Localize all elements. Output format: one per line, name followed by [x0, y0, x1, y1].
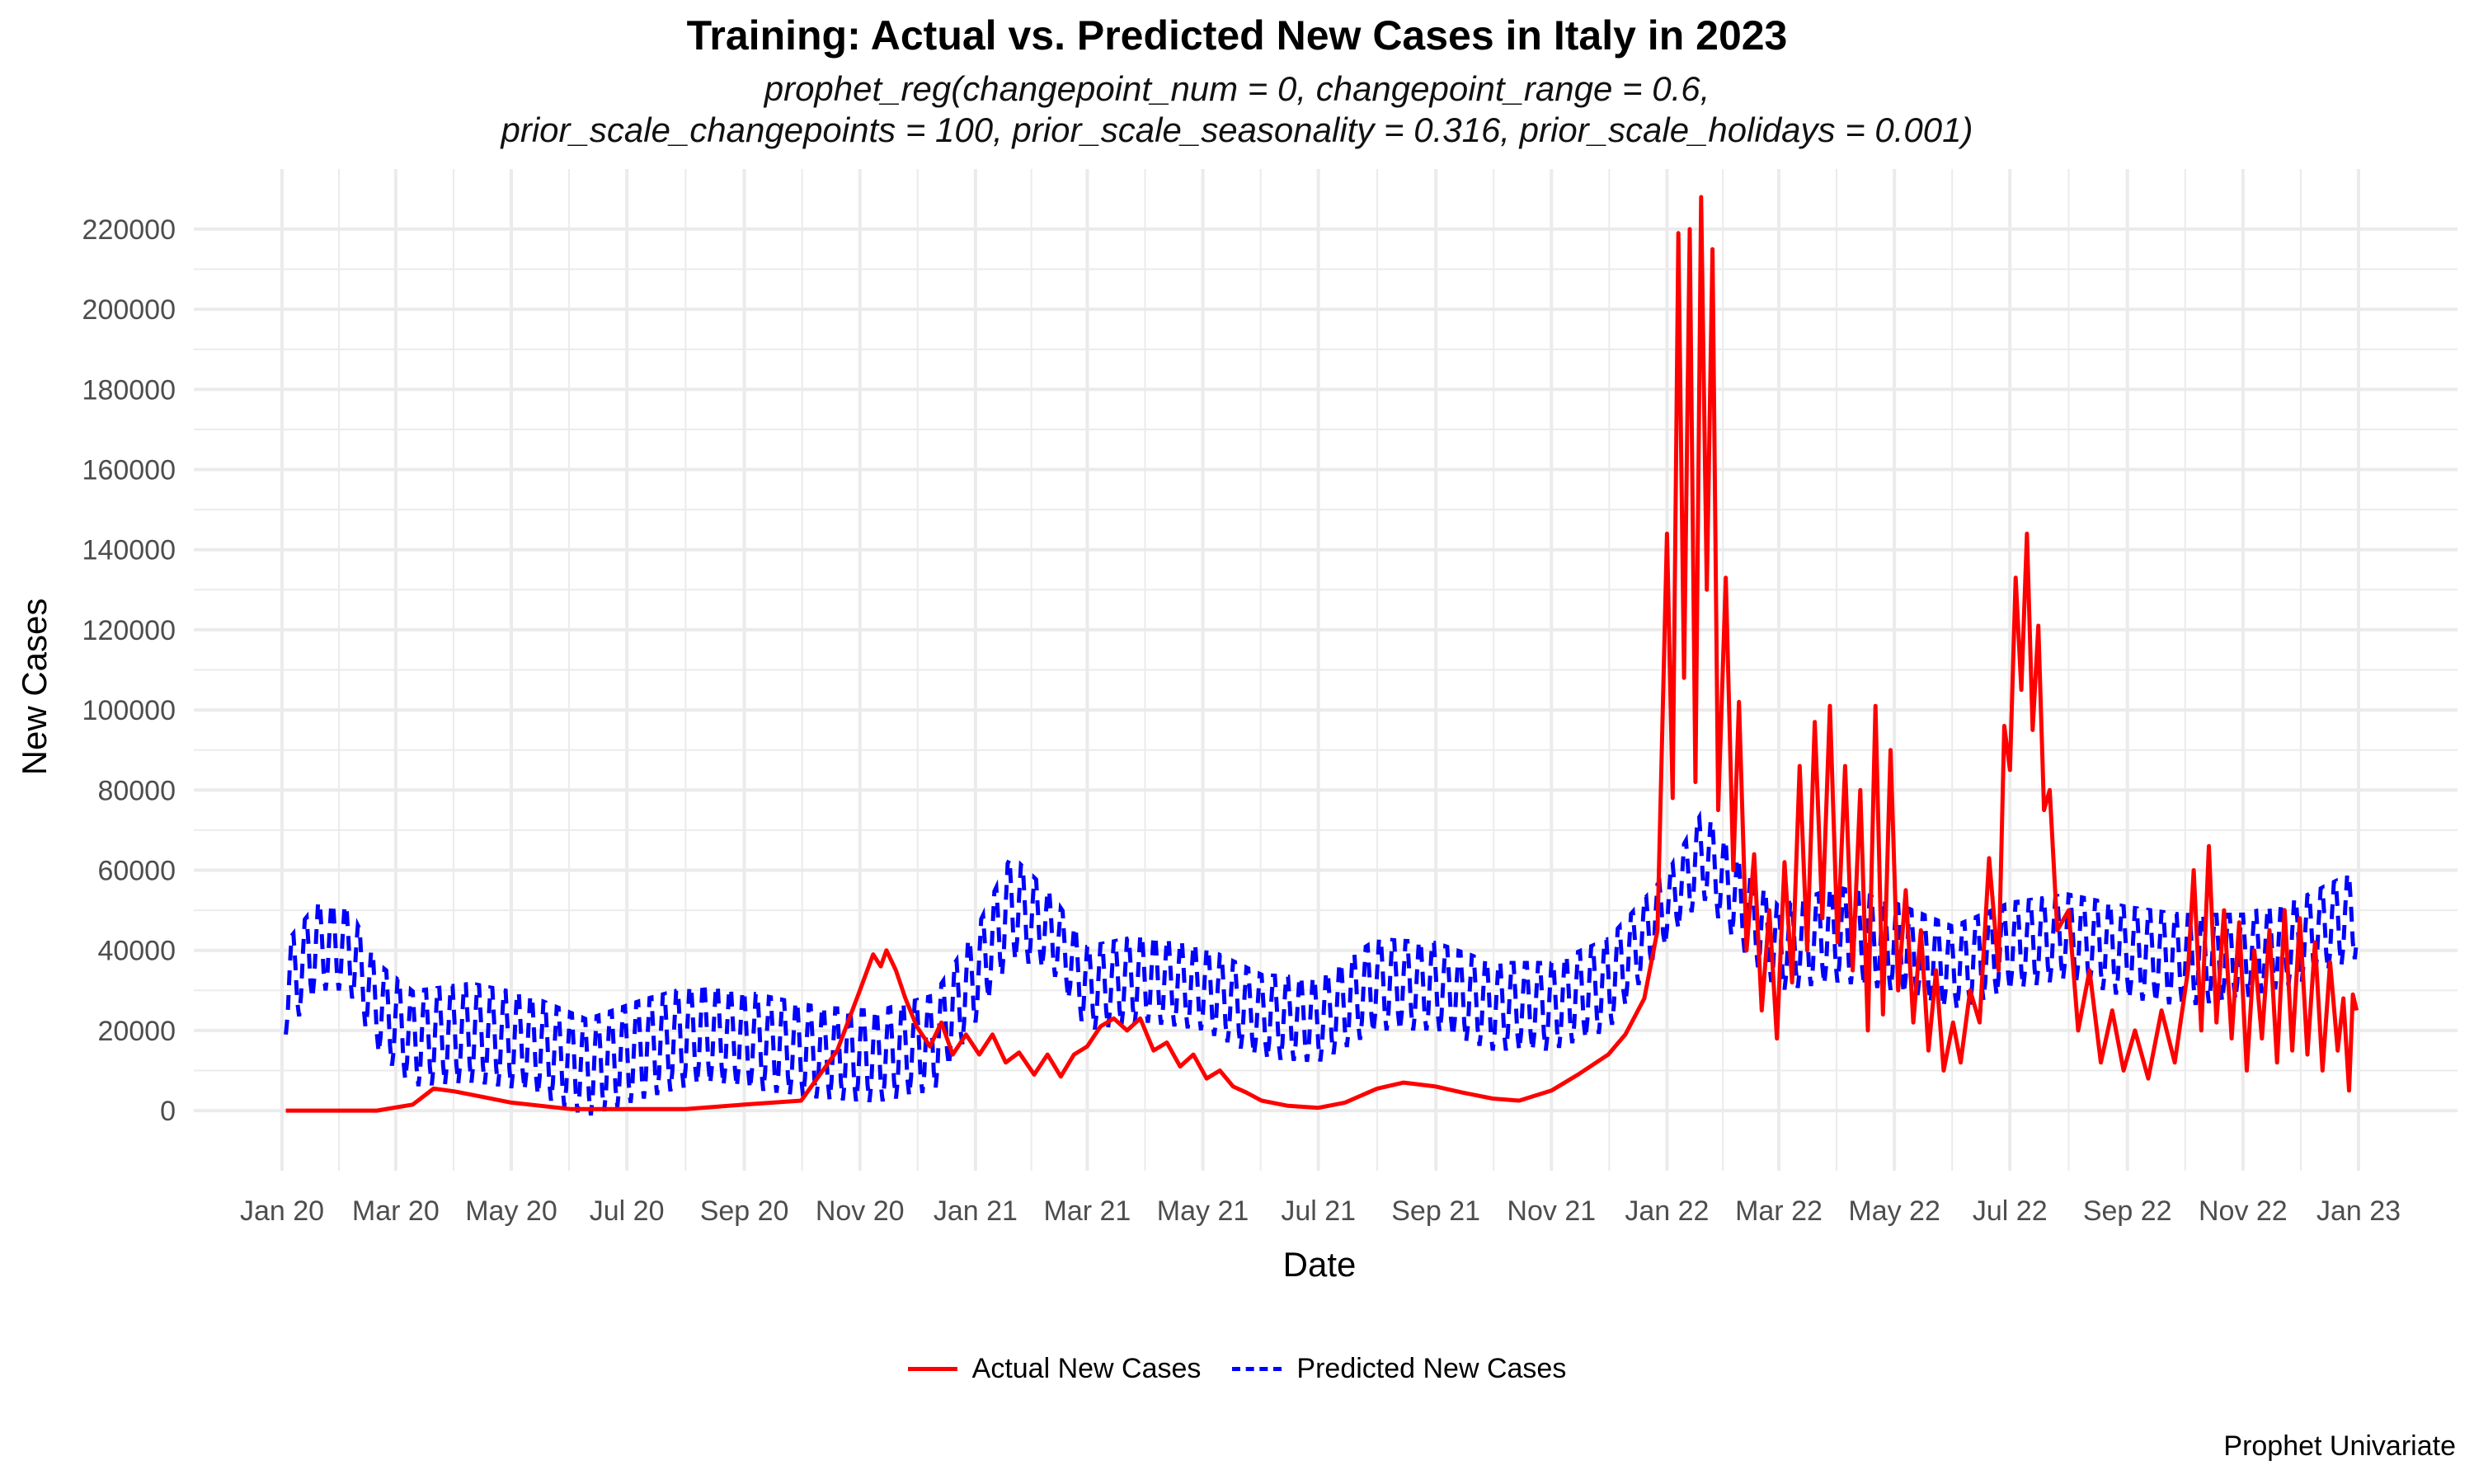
legend-key-predicted — [1232, 1352, 1282, 1385]
legend-item-actual: Actual New Cases — [907, 1352, 1202, 1385]
x-tick-label: May 20 — [465, 1195, 557, 1227]
legend-label-actual: Actual New Cases — [971, 1352, 1202, 1384]
y-tick-label: 0 — [160, 1096, 176, 1127]
legend-label-predicted: Predicted New Cases — [1296, 1352, 1567, 1384]
x-tick-label: Nov 22 — [2199, 1195, 2288, 1227]
x-tick-label: Mar 21 — [1044, 1195, 1131, 1227]
x-tick-label: May 22 — [1848, 1195, 1940, 1227]
x-tick-label: Mar 22 — [1735, 1195, 1823, 1227]
x-tick-label: Jan 23 — [2316, 1195, 2401, 1227]
y-tick-label: 160000 — [82, 455, 176, 486]
chart-subtitle-line-2: prior_scale_changepoints = 100, prior_sc… — [501, 110, 1973, 149]
y-tick-label: 140000 — [82, 535, 176, 566]
y-tick-label: 80000 — [97, 775, 176, 806]
x-axis-tick-labels: Jan 20 Mar 20 May 20 Jul 20 Sep 20 Nov 20 Jan … — [240, 1195, 2401, 1227]
x-tick-label: Mar 20 — [352, 1195, 440, 1227]
x-tick-label: Jan 21 — [934, 1195, 1018, 1227]
chart-caption: Prophet Univariate — [2223, 1430, 2456, 1462]
chart-title: Training: Actual vs. Predicted New Cases… — [686, 12, 1788, 59]
x-tick-label: Jul 20 — [590, 1195, 665, 1227]
x-tick-label: Nov 21 — [1507, 1195, 1596, 1227]
x-tick-label: Jul 22 — [1973, 1195, 2048, 1227]
grid-lines — [194, 169, 2458, 1171]
x-tick-label: May 21 — [1157, 1195, 1249, 1227]
x-tick-label: Sep 20 — [700, 1195, 789, 1227]
y-axis-tick-labels: 0 20000 40000 60000 80000 100000 120000 140000 1… — [82, 214, 176, 1127]
chart-legend: Actual New Cases Predicted New Cases — [0, 1352, 2474, 1385]
series-lines — [284, 195, 2359, 1116]
x-tick-label: Jan 22 — [1625, 1195, 1709, 1227]
y-tick-label: 120000 — [82, 615, 176, 646]
series-line-predicted — [284, 810, 2359, 1116]
y-tick-label: 100000 — [82, 695, 176, 726]
x-tick-label: Nov 20 — [816, 1195, 905, 1227]
series-line-actual — [285, 195, 2359, 1113]
y-tick-label: 20000 — [97, 1016, 176, 1047]
y-tick-label: 220000 — [82, 214, 176, 246]
x-tick-label: Jan 20 — [240, 1195, 324, 1227]
legend-key-actual — [907, 1352, 957, 1385]
y-axis-title: New Cases — [15, 599, 54, 776]
legend-item-predicted: Predicted New Cases — [1232, 1352, 1566, 1385]
x-tick-label: Sep 21 — [1391, 1195, 1480, 1227]
y-tick-label: 200000 — [82, 294, 176, 326]
x-tick-label: Jul 21 — [1281, 1195, 1356, 1227]
y-tick-label: 40000 — [97, 936, 176, 967]
y-tick-label: 180000 — [82, 374, 176, 406]
chart-subtitle-line-1: prophet_reg(changepoint_num = 0, changep… — [764, 69, 1710, 108]
y-tick-label: 60000 — [97, 856, 176, 887]
x-axis-title: Date — [1283, 1245, 1357, 1284]
x-tick-label: Sep 22 — [2083, 1195, 2172, 1227]
